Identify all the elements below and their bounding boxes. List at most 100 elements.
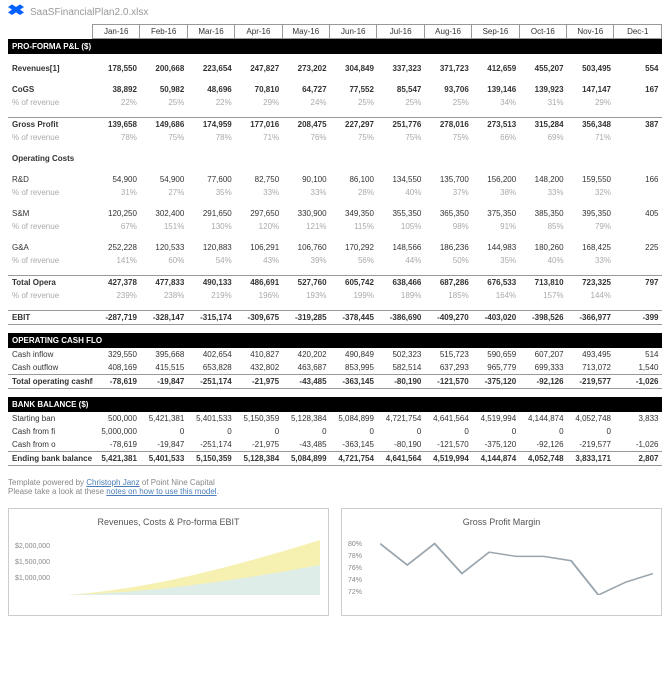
cell: 713,810 — [519, 276, 566, 290]
cell: -219,577 — [567, 375, 614, 389]
gross-profit-margin-chart: Gross Profit Margin 80%78%76%74%72% — [341, 508, 662, 616]
cell: 329,550 — [93, 348, 140, 361]
row-label: R&D — [8, 173, 93, 186]
cell: 22% — [93, 96, 140, 109]
row-label: % of revenue — [8, 131, 93, 144]
cell: 723,325 — [567, 276, 614, 290]
cell: 239% — [93, 289, 140, 302]
month-header: May-16 — [282, 25, 329, 39]
row-label: % of revenue — [8, 96, 93, 109]
cell: 32% — [567, 186, 614, 199]
cell: 105% — [377, 220, 424, 233]
cell: 490,849 — [330, 348, 377, 361]
cell: 115% — [330, 220, 377, 233]
cell: 410,827 — [235, 348, 282, 361]
cell: 4,641,564 — [424, 412, 471, 425]
cell: 0 — [519, 425, 566, 438]
month-header: Jun-16 — [330, 25, 377, 39]
cell: 502,323 — [377, 348, 424, 361]
cell: 412,659 — [472, 62, 519, 75]
cell: -399 — [614, 311, 662, 325]
cell: 40% — [377, 186, 424, 199]
cell: 31% — [519, 96, 566, 109]
author-link[interactable]: Christoph Janz — [86, 478, 139, 487]
cell: 273,513 — [472, 118, 519, 132]
cell: 5,421,381 — [140, 412, 187, 425]
cell: -375,120 — [472, 375, 519, 389]
cell — [614, 254, 662, 267]
cell: 33% — [282, 186, 329, 199]
credits: Template powered by Christoph Janz of Po… — [0, 474, 670, 500]
cell: 35% — [472, 254, 519, 267]
cell: 78% — [93, 131, 140, 144]
cell: 853,995 — [330, 361, 377, 375]
cell: -251,174 — [187, 375, 234, 389]
cell: 166 — [614, 173, 662, 186]
cell: 500,000 — [93, 412, 140, 425]
cell: 148,200 — [519, 173, 566, 186]
notes-link[interactable]: notes on how to use this model — [106, 487, 216, 496]
cell: -121,570 — [424, 438, 471, 452]
cell: 29% — [235, 96, 282, 109]
cell: 2,807 — [614, 452, 662, 466]
month-header: Aug-16 — [424, 25, 471, 39]
month-header: Sep-16 — [472, 25, 519, 39]
cell: 4,052,748 — [567, 412, 614, 425]
cell: 120,533 — [140, 241, 187, 254]
cell: 193% — [282, 289, 329, 302]
cell: 432,802 — [235, 361, 282, 375]
cell: 121% — [282, 220, 329, 233]
cell: 39% — [282, 254, 329, 267]
cell: 278,016 — [424, 118, 471, 132]
cell: 139,658 — [93, 118, 140, 132]
cell: 200,668 — [140, 62, 187, 75]
section-header: PRO-FORMA P&L ($) — [8, 39, 662, 55]
cell: 27% — [140, 186, 187, 199]
cell: 0 — [330, 425, 377, 438]
cell: 5,084,899 — [330, 412, 377, 425]
cell: 0 — [567, 425, 614, 438]
cell: 25% — [140, 96, 187, 109]
cell: 0 — [377, 425, 424, 438]
cell: 607,207 — [519, 348, 566, 361]
cell: 134,550 — [377, 173, 424, 186]
cell: 5,401,533 — [140, 452, 187, 466]
cell: 91% — [472, 220, 519, 233]
cell: 227,297 — [330, 118, 377, 132]
cell: 797 — [614, 276, 662, 290]
cell: 590,659 — [472, 348, 519, 361]
cell: 653,828 — [187, 361, 234, 375]
cell: 5,150,359 — [187, 452, 234, 466]
cell: -386,690 — [377, 311, 424, 325]
cell: 60% — [140, 254, 187, 267]
cell: 33% — [567, 254, 614, 267]
row-label: Cash from o — [8, 438, 93, 452]
cell: 24% — [282, 96, 329, 109]
cell: 302,400 — [140, 207, 187, 220]
cell: -43,485 — [282, 438, 329, 452]
cell: 40% — [519, 254, 566, 267]
cell — [614, 425, 662, 438]
cell: -1,026 — [614, 438, 662, 452]
cell: 159,550 — [567, 173, 614, 186]
revenues-chart: Revenues, Costs & Pro-forma EBIT $2,000,… — [8, 508, 329, 616]
month-header: Nov-16 — [567, 25, 614, 39]
cell: 676,533 — [472, 276, 519, 290]
month-header: Dec-1 — [614, 25, 662, 39]
cell: 687,286 — [424, 276, 471, 290]
financial-table: Jan-16Feb-16Mar-16Apr-16May-16Jun-16Jul-… — [8, 24, 662, 466]
cell: 337,323 — [377, 62, 424, 75]
cell: -21,975 — [235, 438, 282, 452]
cell: 156,200 — [472, 173, 519, 186]
cell: 356,348 — [567, 118, 614, 132]
cell: -375,120 — [472, 438, 519, 452]
cell: 79% — [567, 220, 614, 233]
cell: 144,983 — [472, 241, 519, 254]
cell: 365,350 — [424, 207, 471, 220]
cell: 67% — [93, 220, 140, 233]
cell: 31% — [93, 186, 140, 199]
row-label: Total operating cashflo — [8, 375, 93, 389]
cell: 713,072 — [567, 361, 614, 375]
cell: 0 — [424, 425, 471, 438]
cell: 199% — [330, 289, 377, 302]
